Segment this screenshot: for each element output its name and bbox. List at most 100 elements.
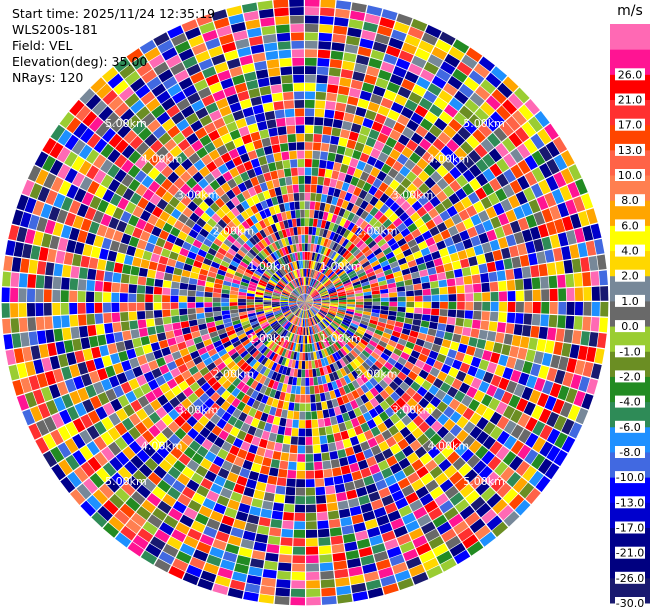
velocity-gate <box>291 316 297 324</box>
velocity-gate <box>228 333 238 341</box>
velocity-gate <box>495 142 509 158</box>
velocity-gate <box>192 421 205 433</box>
velocity-gate <box>333 475 344 485</box>
velocity-gate <box>170 309 180 317</box>
velocity-gate <box>489 178 502 192</box>
velocity-gate <box>128 426 141 440</box>
velocity-gate <box>235 118 247 129</box>
velocity-gate <box>449 166 462 180</box>
velocity-gate <box>167 421 180 433</box>
velocity-gate <box>305 285 308 294</box>
velocity-gate <box>457 527 474 542</box>
velocity-gate <box>464 284 474 293</box>
velocity-gate <box>578 376 590 392</box>
velocity-gate <box>296 462 305 471</box>
velocity-gate <box>28 423 42 440</box>
velocity-gate <box>312 305 320 310</box>
velocity-gate <box>468 70 485 85</box>
velocity-gate <box>347 299 356 302</box>
velocity-gate <box>346 202 355 212</box>
velocity-gate <box>347 27 362 38</box>
velocity-gate <box>202 29 218 42</box>
velocity-gate <box>299 296 305 302</box>
colorbar-tick-label: -10.0 <box>616 471 644 484</box>
velocity-gate <box>419 269 429 277</box>
velocity-gate <box>362 144 373 156</box>
velocity-gate <box>99 483 114 499</box>
velocity-gate <box>415 542 432 556</box>
velocity-gate <box>246 302 255 306</box>
velocity-gate <box>405 312 414 319</box>
velocity-gate <box>385 396 396 407</box>
velocity-gate <box>382 332 392 340</box>
velocity-gate <box>370 351 380 360</box>
velocity-gate <box>335 440 345 450</box>
velocity-gate <box>435 68 451 82</box>
velocity-gate <box>295 209 301 219</box>
velocity-gate <box>305 302 312 308</box>
velocity-gate <box>398 457 411 470</box>
velocity-gate <box>406 398 418 409</box>
velocity-gate <box>320 340 326 349</box>
velocity-gate <box>411 271 420 279</box>
velocity-gate <box>478 123 493 138</box>
velocity-gate <box>393 21 410 34</box>
velocity-gate <box>247 425 257 436</box>
velocity-gate <box>558 302 567 315</box>
velocity-gate <box>459 483 475 498</box>
velocity-gate <box>560 401 573 418</box>
velocity-gate <box>305 428 313 437</box>
velocity-gate <box>305 57 317 66</box>
velocity-gate <box>469 475 484 490</box>
velocity-gate <box>379 204 389 214</box>
velocity-gate <box>442 185 455 198</box>
velocity-gate <box>260 346 268 355</box>
velocity-gate <box>519 254 530 267</box>
velocity-gate <box>279 143 289 152</box>
velocity-gate <box>420 320 430 328</box>
velocity-gate <box>100 213 112 227</box>
velocity-gate <box>540 314 549 327</box>
velocity-gate <box>338 508 351 519</box>
velocity-gate <box>311 167 319 176</box>
velocity-gate <box>275 271 283 279</box>
velocity-gate <box>140 230 151 242</box>
velocity-gate <box>427 54 444 68</box>
velocity-gate <box>301 285 304 294</box>
velocity-gate <box>248 315 257 321</box>
velocity-gate <box>328 336 335 344</box>
velocity-gate <box>80 337 91 350</box>
velocity-gate <box>297 167 305 176</box>
velocity-gate <box>263 300 272 302</box>
velocity-gate <box>303 294 305 302</box>
velocity-gate <box>380 293 389 298</box>
velocity-gate <box>418 224 429 234</box>
velocity-gate <box>327 271 335 279</box>
velocity-gate <box>318 32 333 42</box>
velocity-gate <box>346 294 355 298</box>
velocity-gate <box>329 363 336 373</box>
velocity-gate <box>472 460 487 475</box>
velocity-gate <box>412 277 422 285</box>
velocity-gate <box>275 249 282 259</box>
velocity-gate <box>282 266 288 274</box>
velocity-gate <box>298 326 302 335</box>
velocity-gate <box>292 291 299 297</box>
velocity-gate <box>347 304 355 308</box>
velocity-gate <box>422 363 433 373</box>
velocity-gate <box>302 352 305 361</box>
colorbar-tick-bg <box>615 496 645 509</box>
velocity-gate <box>197 189 209 201</box>
velocity-gate <box>174 403 186 415</box>
velocity-gate <box>369 387 380 397</box>
velocity-gate <box>309 377 314 386</box>
velocity-gate <box>96 224 108 237</box>
velocity-gate <box>294 360 299 369</box>
velocity-gate <box>191 452 204 465</box>
velocity-gate <box>363 475 375 486</box>
velocity-gate <box>549 234 561 249</box>
velocity-gate <box>244 415 254 425</box>
velocity-gate <box>188 284 197 291</box>
velocity-gate <box>443 406 455 418</box>
velocity-gate <box>370 230 380 240</box>
